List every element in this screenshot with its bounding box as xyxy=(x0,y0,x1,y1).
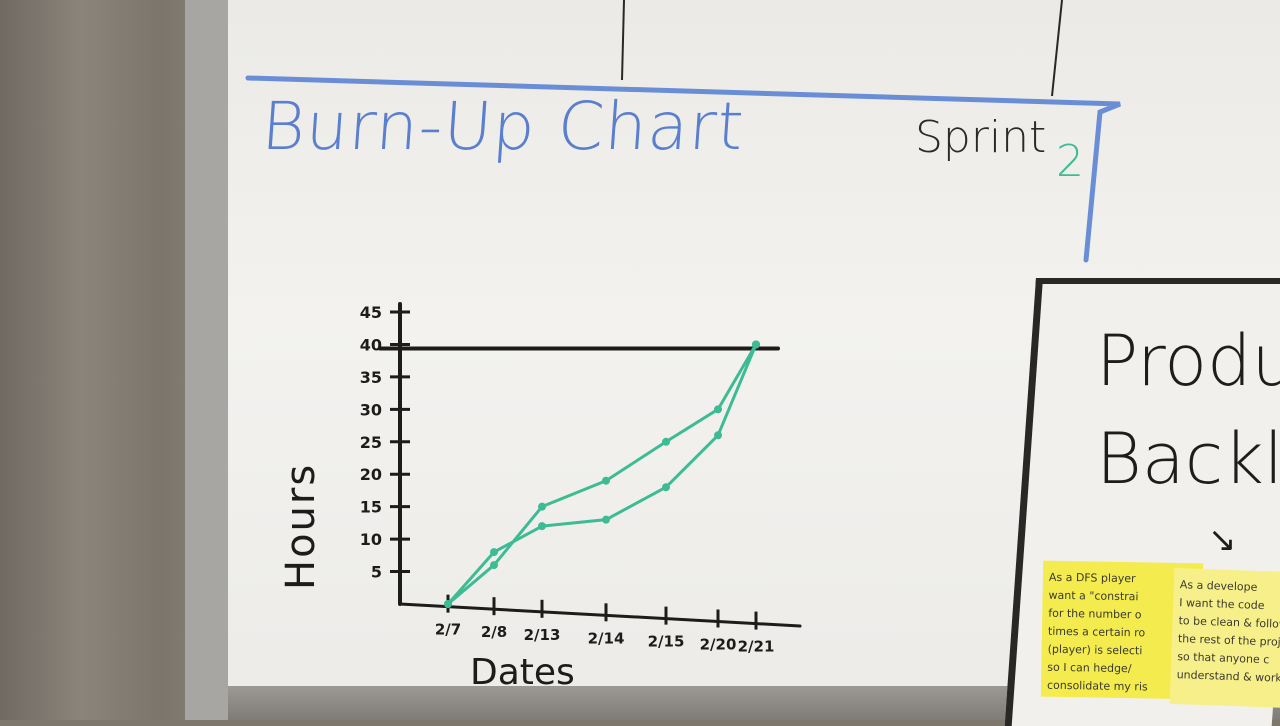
header-bracket xyxy=(245,75,1121,263)
sprint-label: Sprint xyxy=(915,112,1047,163)
data-point xyxy=(662,437,670,446)
x-axis xyxy=(398,602,802,628)
x-tick-label: 2/8 xyxy=(481,623,507,641)
y-tick-label: 25 xyxy=(360,433,382,452)
data-point xyxy=(538,502,546,511)
x-tick-label: 2/21 xyxy=(738,638,775,656)
chart-title: Burn-Up Chart xyxy=(259,88,747,165)
backlog-title: Produ Backlo xyxy=(1096,320,1280,500)
data-point xyxy=(490,548,498,557)
data-point xyxy=(752,340,760,349)
data-point xyxy=(602,515,610,524)
arrow-icon: ↘ xyxy=(1208,520,1237,560)
y-axis-label: Hours xyxy=(278,462,324,590)
data-point xyxy=(444,600,452,608)
data-point xyxy=(490,561,498,570)
x-tick-label: 2/7 xyxy=(435,621,461,639)
y-tick-label: 20 xyxy=(360,465,382,484)
sticky-note-text: As a develope I want the code to be clea… xyxy=(1176,578,1280,685)
x-tick-label: 2/20 xyxy=(700,635,737,653)
x-tick-label: 2/15 xyxy=(648,633,685,651)
x-tick-label: 2/13 xyxy=(524,626,561,644)
data-point xyxy=(714,431,722,440)
data-point xyxy=(714,405,722,414)
y-tick-label: 35 xyxy=(360,368,382,387)
data-point xyxy=(538,522,546,531)
y-tick-label: 10 xyxy=(360,530,382,549)
x-tick-label: 2/14 xyxy=(588,629,625,647)
x-axis-label: Dates xyxy=(470,652,575,693)
y-tick-label: 15 xyxy=(360,498,382,517)
sprint-number: 2 xyxy=(1056,136,1084,187)
burn-up-chart: 5 10 15 20 25 30 35 40 45 2/7 2/8 2/13 2/14 2/15 2/20 2… xyxy=(360,302,802,656)
sticky-note[interactable]: As a develope I want the code to be clea… xyxy=(1169,567,1280,709)
data-point xyxy=(602,476,610,485)
y-tick-label: 5 xyxy=(371,563,382,582)
data-point xyxy=(662,483,670,492)
y-tick-label: 30 xyxy=(360,400,382,419)
board-divider xyxy=(1051,0,1063,97)
y-tick-label: 40 xyxy=(360,335,382,354)
board-divider xyxy=(621,0,625,81)
y-tick-label: 45 xyxy=(360,303,382,322)
